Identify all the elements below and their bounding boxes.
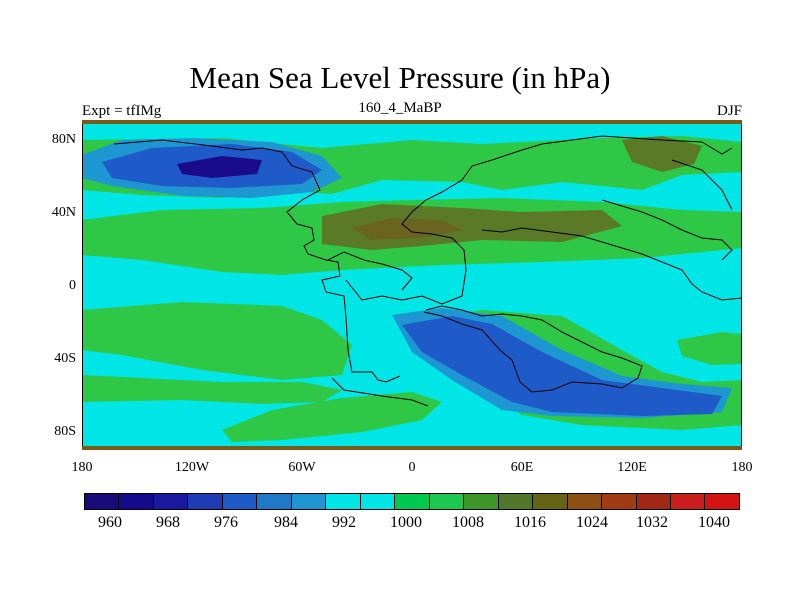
top-edge-band: [82, 120, 742, 124]
green-zone-tropic-west: [82, 302, 352, 380]
colorbar-swatch-10: [428, 493, 465, 510]
colorbar-swatch-11: [463, 493, 499, 510]
colorbar-label-960: 960: [98, 514, 122, 531]
colorbar-swatch-3: [187, 493, 223, 510]
colorbar-swatch-1: [118, 493, 154, 510]
y-tick-40s: 40S: [54, 351, 76, 366]
map-title: Mean Sea Level Pressure (in hPa): [189, 60, 611, 95]
blue-low-south: [402, 316, 722, 416]
y-tick-eq: 0: [69, 278, 76, 293]
x-tick-0: 0: [408, 460, 416, 475]
pressure-field-map: [82, 120, 742, 450]
navy-low-north-core: [177, 156, 262, 178]
colorbar-swatch-18: [704, 493, 740, 510]
colorbar-swatch-9: [394, 493, 430, 510]
colorbar-swatch-14: [566, 493, 603, 510]
green-zone-east: [677, 332, 742, 365]
colorbar-swatch-15: [601, 493, 637, 510]
case-label: 160_4_MaBP: [358, 100, 442, 116]
x-tick-60w: 60W: [288, 460, 316, 475]
x-tick-60e: 60E: [510, 460, 534, 475]
colorbar-swatch-17: [669, 493, 706, 510]
colorbar-label-1016: 1016: [514, 514, 546, 531]
x-tick-180w: 180: [71, 460, 93, 475]
colorbar-label-976: 976: [214, 514, 238, 531]
green-zone-southern-band: [82, 375, 342, 404]
map-panel: [82, 120, 742, 450]
colorbar-swatch-4: [221, 493, 258, 510]
y-tick-80n: 80N: [51, 132, 76, 147]
x-tick-180e: 180: [731, 460, 753, 475]
season-label: DJF: [716, 103, 742, 119]
colorbar-label-984: 984: [274, 514, 298, 531]
bottom-edge-band: [82, 446, 742, 450]
colorbar-swatch-2: [152, 493, 189, 510]
colorbar-swatch-8: [359, 493, 396, 510]
green-zone-south: [222, 392, 442, 442]
coastlines: [113, 135, 742, 407]
colorbar: [84, 493, 740, 510]
experiment-label: Expt = tfIMg: [82, 103, 162, 119]
x-tick-120e: 120E: [617, 460, 647, 475]
x-tick-120w: 120W: [174, 460, 210, 475]
colorbar-swatch-5: [256, 493, 292, 510]
colorbar-swatch-16: [635, 493, 671, 510]
colorbar-label-1000: 1000: [390, 514, 422, 531]
colorbar-label-968: 968: [156, 514, 180, 531]
y-tick-40n: 40N: [51, 205, 76, 220]
y-tick-80s: 80S: [54, 424, 76, 439]
colorbar-swatch-6: [290, 493, 327, 510]
colorbar-label-992: 992: [332, 514, 356, 531]
colorbar-swatch-13: [532, 493, 568, 510]
colorbar-swatch-7: [325, 493, 361, 510]
colorbar-label-1024: 1024: [576, 514, 608, 531]
colorbar-swatch-12: [497, 493, 534, 510]
colorbar-label-1040: 1040: [698, 514, 730, 531]
colorbar-label-1008: 1008: [452, 514, 484, 531]
colorbar-label-1032: 1032: [636, 514, 668, 531]
colorbar-swatch-0: [84, 493, 120, 510]
